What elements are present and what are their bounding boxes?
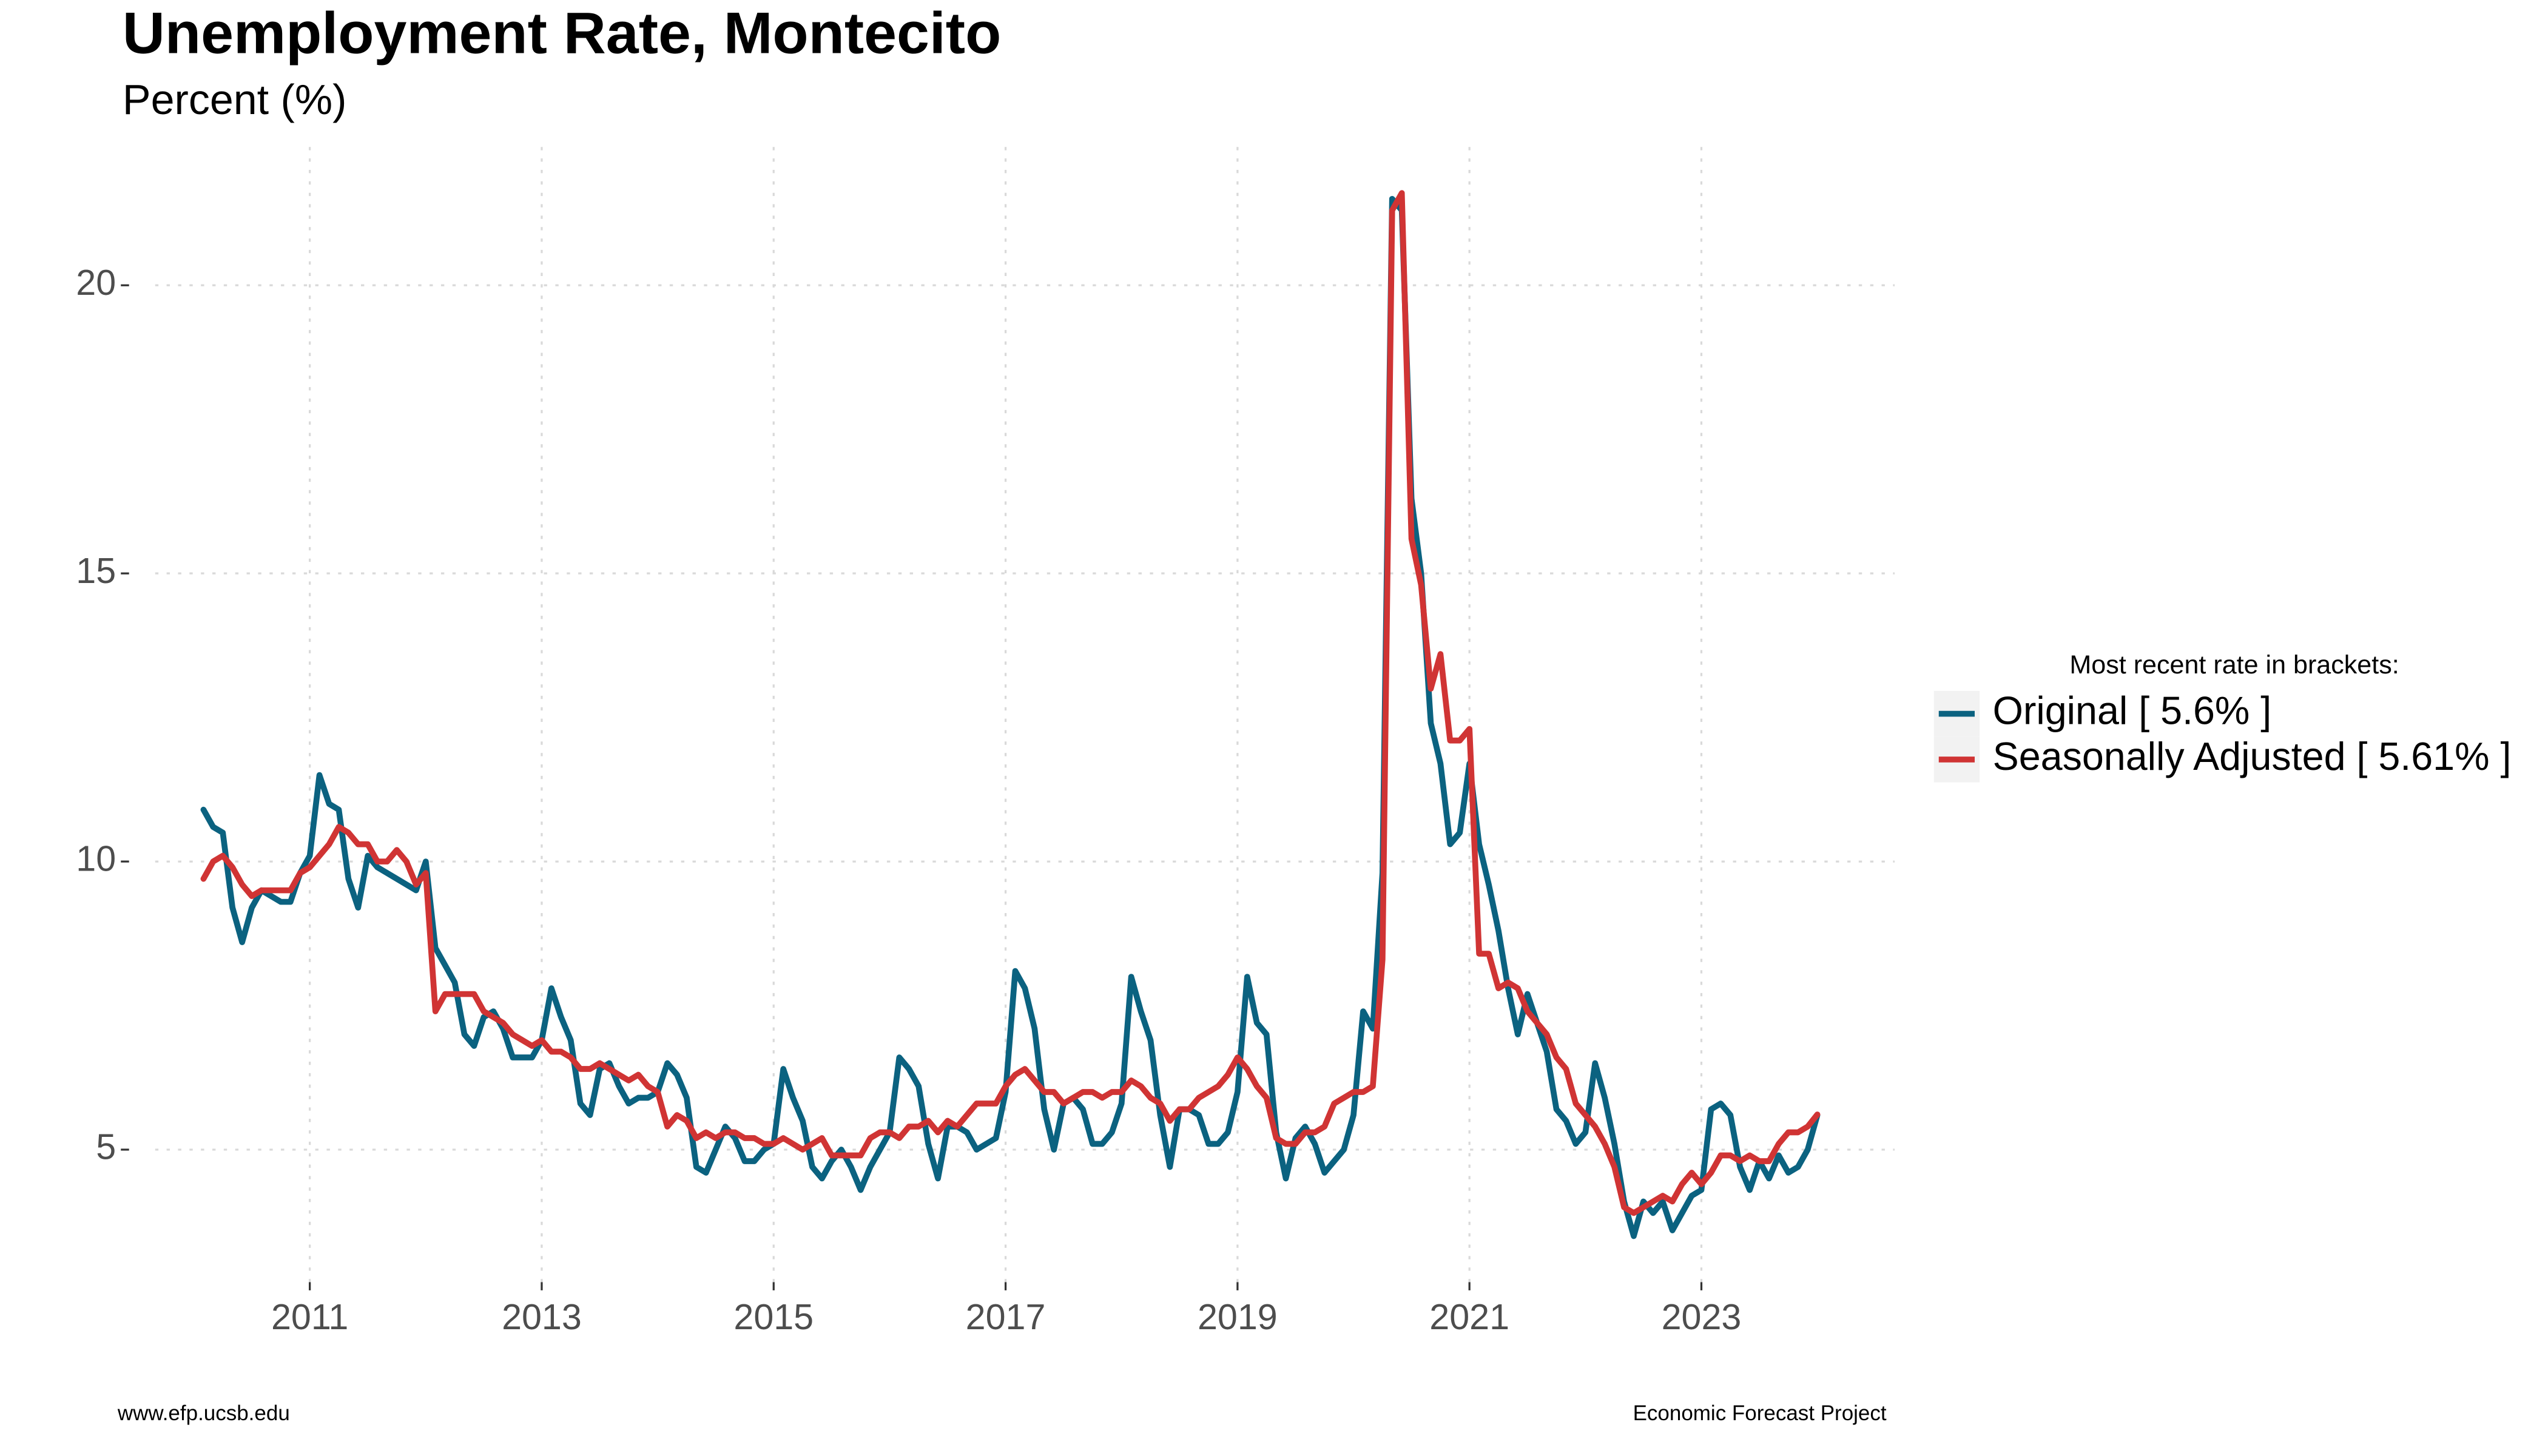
source-left: www.efp.ucsb.edu xyxy=(117,1401,290,1425)
y-tick-label: 5 xyxy=(96,1127,116,1167)
legend-title: Most recent rate in brackets: xyxy=(2069,650,2399,679)
y-tick-label: 20 xyxy=(76,262,116,303)
x-tick-label: 2021 xyxy=(1429,1296,1509,1337)
source-right: Economic Forecast Project xyxy=(1633,1401,1887,1425)
chart-subtitle: Percent (%) xyxy=(123,76,346,123)
plot-area xyxy=(200,190,1821,1239)
series-line xyxy=(200,190,1821,1216)
x-tick-label: 2015 xyxy=(733,1296,814,1337)
legend-label: Seasonally Adjusted [ 5.61% ] xyxy=(1993,735,2512,778)
series-line xyxy=(200,195,1821,1239)
legend: Most recent rate in brackets: Original [ … xyxy=(1933,650,2512,783)
y-tick-label: 10 xyxy=(76,838,116,879)
x-tick-label: 2017 xyxy=(966,1296,1046,1337)
x-tick-label: 2013 xyxy=(502,1296,582,1337)
grid: 5 10 15 20 2011 2013 2015 2017 2019 2021 2023 xyxy=(76,147,1895,1337)
x-tick-label: 2011 xyxy=(271,1296,348,1337)
x-tick-label: 2023 xyxy=(1662,1296,1742,1337)
legend-label: Original [ 5.6% ] xyxy=(1993,689,2272,733)
y-tick-label: 15 xyxy=(76,550,116,591)
chart-title: Unemployment Rate, Montecito xyxy=(123,0,1001,66)
x-tick-label: 2019 xyxy=(1198,1296,1278,1337)
